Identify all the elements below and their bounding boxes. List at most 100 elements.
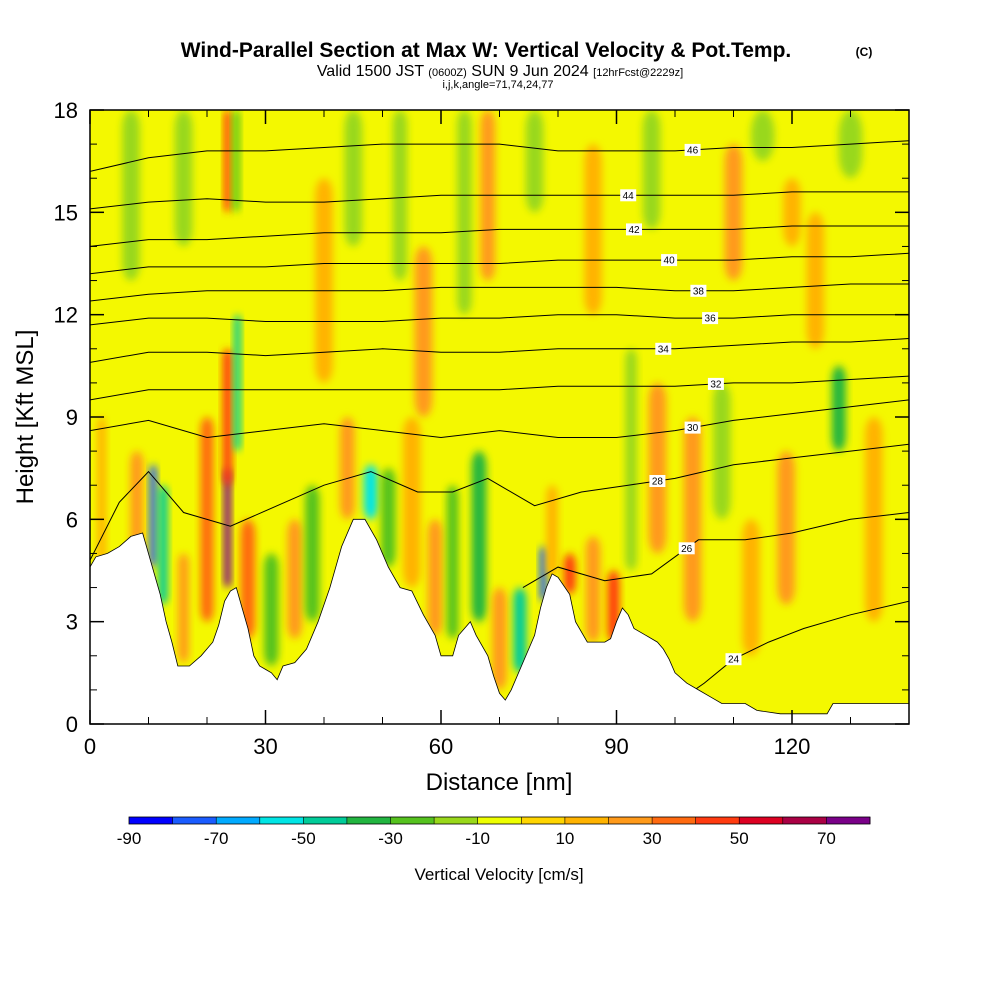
velocity-band-41 [392,110,408,281]
theta-contours [90,140,909,704]
colorbar-segment-6 [390,817,435,824]
contour-label-bg-36 [702,312,719,325]
velocity-band-36 [865,417,883,622]
theta-contour-30 [90,399,909,439]
contour-label-bg-28 [649,475,666,487]
velocity-band-25 [546,485,558,578]
colorbar-segment-16 [826,817,871,824]
y-tick-label-3: 3 [66,610,78,635]
contour-label-bg-24 [725,653,742,666]
velocity-band-24 [539,546,547,602]
velocity-band-21 [471,451,487,622]
colorbar-tick-label-10: 10 [555,829,574,848]
colorbar-segment-10 [564,817,609,824]
chart-title: Wind-Parallel Section at Max W: Vertical… [181,39,792,62]
velocity-band-42 [414,246,433,417]
contour-label-36: 36 [705,314,717,325]
velocity-band-19 [427,519,443,636]
velocity-band-39 [315,178,333,383]
colorbar-segment-5 [346,817,391,824]
velocity-band-13 [287,519,302,639]
y-tick-label-9: 9 [66,405,78,430]
contour-label-46: 46 [687,145,699,156]
colorbar-segment-13 [695,817,740,824]
velocity-band-20 [446,485,459,639]
colorbar-segment-7 [434,817,479,824]
colorbar-tick-label-70: 70 [817,829,836,848]
velocity-band-7 [222,348,233,486]
contour-label-bg-32 [707,377,724,390]
velocity-band-40 [344,110,363,247]
velocity-band-47 [642,110,661,230]
contour-label-24: 24 [728,655,740,666]
velocity-band-18 [403,417,421,588]
colorbar-tick-label--90: -90 [117,829,142,848]
colorbar-tick-label-30: 30 [643,829,662,848]
velocity-band-22 [492,587,507,690]
velocity-band-6 [224,468,231,588]
velocity-band-27 [585,536,601,643]
contour-label-38: 38 [693,286,705,297]
y-tick-label-6: 6 [66,507,78,532]
colorbar: -90 -70 -50 -30 -10 10 30 50 70 [117,816,871,848]
x-tick-label-90: 90 [604,734,628,759]
theta-contour-28 [90,443,909,561]
velocity-band-29 [625,348,637,571]
theta-contour-34 [90,338,909,363]
velocity-band-3 [158,485,168,605]
theta-contour-36 [90,314,909,326]
velocity-band-30 [648,382,667,554]
velocity-band-11 [240,519,256,639]
colorbar-segment-15 [782,817,827,824]
velocity-band-26 [563,553,576,595]
colorbar-segment-0 [129,817,174,824]
chart-indices: i,j,k,angle=71,74,24,77 [442,79,553,91]
contour-label-bg-26 [678,542,695,555]
theta-contour-24 [674,600,909,704]
theta-contour-32 [90,375,909,401]
theta-contour-46 [90,140,909,172]
theta-contour-44 [90,191,909,210]
velocity-band-0 [97,417,107,571]
colorbar-segment-11 [608,817,653,824]
subtitle-forecast: [12hrFcst@2229z] [593,67,683,79]
x-axis-label: Distance [nm] [426,769,573,796]
colorbar-tick-label-50: 50 [730,829,749,848]
velocity-band-38 [174,110,193,247]
velocity-band-9 [233,314,241,452]
y-tick-label-12: 12 [54,303,78,328]
colorbar-segment-3 [259,817,304,824]
velocity-band-15 [340,417,355,520]
contour-label-34: 34 [658,344,670,355]
velocity-band-16 [363,464,378,520]
velocity-band-43 [457,110,472,315]
x-tick-label-60: 60 [429,734,453,759]
x-tick-label-120: 120 [774,734,811,759]
theta-contour-26 [522,512,909,589]
contour-label-bg-30 [684,421,701,434]
velocity-band-49 [751,110,775,162]
velocity-band-50 [806,212,825,349]
contour-label-bg-42 [626,223,642,236]
x-tick-label-30: 30 [253,734,277,759]
colorbar-label: Vertical Velocity [cm/s] [414,865,583,884]
y-tick-label-18: 18 [54,98,78,123]
y-tick-label-0: 0 [66,712,78,737]
colorbar-segment-9 [521,817,566,824]
colorbar-segment-14 [739,817,784,824]
colorbar-segment-2 [216,817,261,824]
contour-label-32: 32 [710,379,722,390]
contour-label-bg-34 [655,342,672,355]
velocity-band-12 [264,553,279,666]
subtitle-date: SUN 9 Jun 2024 [471,63,589,80]
contour-label-28: 28 [652,477,664,488]
velocity-band-17 [381,468,396,568]
contour-label-30: 30 [687,423,699,434]
x-tick-label-0: 0 [84,734,96,759]
colorbar-tick-label--10: -10 [465,829,490,848]
contour-label-44: 44 [623,191,635,202]
y-axis-label: Height [Kft MSL] [12,330,39,505]
